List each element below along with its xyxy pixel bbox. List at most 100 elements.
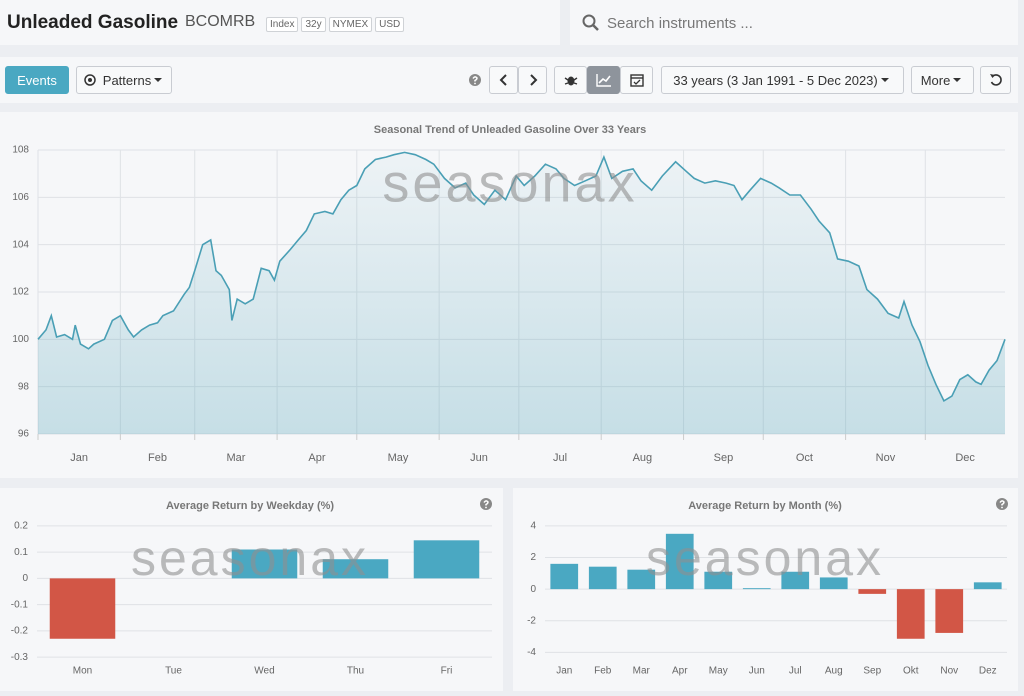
tag: Index xyxy=(266,17,299,32)
watermark: seasonax xyxy=(382,153,637,213)
search-box[interactable]: Search instruments ... xyxy=(570,0,1018,45)
y-tick-label: 0 xyxy=(530,584,536,595)
more-label: More xyxy=(920,72,951,88)
search-placeholder: Search instruments ... xyxy=(607,15,753,32)
next-button[interactable] xyxy=(518,66,547,94)
period-select[interactable]: 33 years (3 Jan 1991 - 5 Dec 2023) xyxy=(661,66,904,94)
bar xyxy=(781,571,810,590)
x-tick-label: Aug xyxy=(825,666,843,677)
bar xyxy=(665,533,694,590)
y-tick-label: -0.3 xyxy=(11,652,29,663)
y-tick-label: 100 xyxy=(12,334,29,345)
y-tick-label: 2 xyxy=(530,552,536,563)
chart-title: Average Return by Weekday (%) xyxy=(166,500,334,512)
y-tick-label: 4 xyxy=(530,521,536,532)
x-tick-label: Mar xyxy=(633,666,651,677)
arrow-left xyxy=(499,74,507,86)
y-tick-label: 108 xyxy=(12,145,29,156)
reset-button[interactable] xyxy=(980,66,1011,94)
instrument-title: Unleaded Gasoline xyxy=(7,12,179,33)
watermark: seasonax xyxy=(646,530,884,586)
bar xyxy=(49,578,116,639)
bug-icon xyxy=(564,76,577,86)
y-tick-label: -0.2 xyxy=(11,626,29,637)
x-tick-label: Mon xyxy=(73,666,92,677)
reset-icon xyxy=(989,74,1002,86)
y-tick-label: 98 xyxy=(18,381,30,392)
x-tick-label: Fri xyxy=(441,666,453,677)
calendar-icon xyxy=(629,74,644,87)
arrow-right xyxy=(529,74,537,86)
chart-title: Average Return by Month (%) xyxy=(688,500,842,512)
prev-button[interactable] xyxy=(489,66,518,94)
x-tick-label: Okt xyxy=(903,666,919,677)
bar xyxy=(627,569,656,590)
patterns-icon xyxy=(84,74,96,86)
bar xyxy=(973,582,1002,590)
x-tick-label: Jun xyxy=(749,666,765,677)
y-tick-label: 96 xyxy=(18,429,30,440)
y-tick-label: 104 xyxy=(12,239,29,250)
caret xyxy=(154,78,163,82)
trend-area xyxy=(38,152,1005,434)
y-tick-label: 0 xyxy=(22,573,28,584)
bar xyxy=(231,549,298,579)
chart-title: Seasonal Trend of Unleaded Gasoline Over… xyxy=(374,124,646,136)
patterns-button[interactable]: Patterns xyxy=(76,66,172,94)
x-tick-label: May xyxy=(709,666,728,677)
x-tick-label: Jan xyxy=(70,452,88,464)
x-tick-label: Jan xyxy=(556,666,572,677)
bar xyxy=(819,577,848,590)
y-tick-label: 0.2 xyxy=(14,521,28,532)
caret xyxy=(953,78,962,82)
more-button[interactable]: More xyxy=(911,66,974,94)
y-tick-label: -2 xyxy=(527,615,536,626)
x-tick-label: Sep xyxy=(863,666,881,677)
tag: USD xyxy=(375,17,405,32)
bug-button[interactable] xyxy=(554,66,587,94)
x-tick-label: Thu xyxy=(347,666,364,677)
bar xyxy=(322,559,389,579)
x-tick-label: Feb xyxy=(148,452,167,464)
trend-line xyxy=(37,151,1006,403)
search-icon xyxy=(582,14,599,31)
tag: NYMEX xyxy=(328,17,373,32)
x-tick-label: Tue xyxy=(165,666,182,677)
y-tick-label: 0.1 xyxy=(14,547,28,558)
y-tick-label: -4 xyxy=(527,647,536,658)
y-tick-label: -0.1 xyxy=(11,599,29,610)
x-tick-label: Oct xyxy=(796,452,813,464)
toolbar: Events Patterns 33 years (3 Jan 1991 - 5… xyxy=(0,57,1018,103)
bar xyxy=(935,589,964,633)
bar xyxy=(550,563,579,590)
watermark: seasonax xyxy=(131,530,369,586)
x-tick-label: Feb xyxy=(594,666,612,677)
bar xyxy=(858,589,887,594)
bar xyxy=(704,571,733,590)
x-tick-label: Wed xyxy=(254,666,274,677)
x-tick-label: Apr xyxy=(672,666,688,677)
x-tick-label: Dec xyxy=(955,452,975,464)
help-icon[interactable] xyxy=(996,498,1008,510)
events-button[interactable]: Events xyxy=(5,66,69,94)
x-tick-label: Dez xyxy=(979,666,997,677)
x-tick-label: Jul xyxy=(553,452,567,464)
patterns-label: Patterns xyxy=(102,72,152,88)
x-tick-label: Apr xyxy=(308,452,325,464)
bar xyxy=(588,566,617,590)
chart-icon xyxy=(595,74,611,87)
x-tick-label: Nov xyxy=(876,452,896,464)
ticker: BCOMRB xyxy=(185,13,256,30)
help-icon[interactable] xyxy=(480,498,492,510)
x-tick-label: Jun xyxy=(470,452,488,464)
header-panel: Unleaded Gasoline BCOMRB Index 32y NYMEX US… xyxy=(0,0,560,45)
bar xyxy=(896,589,925,639)
caret xyxy=(880,78,889,82)
x-tick-label: Sep xyxy=(714,452,734,464)
period-label: 33 years (3 Jan 1991 - 5 Dec 2023) xyxy=(673,72,878,88)
help-icon[interactable] xyxy=(468,73,482,87)
chart-button[interactable] xyxy=(587,66,620,94)
calendar-button[interactable] xyxy=(620,66,653,94)
